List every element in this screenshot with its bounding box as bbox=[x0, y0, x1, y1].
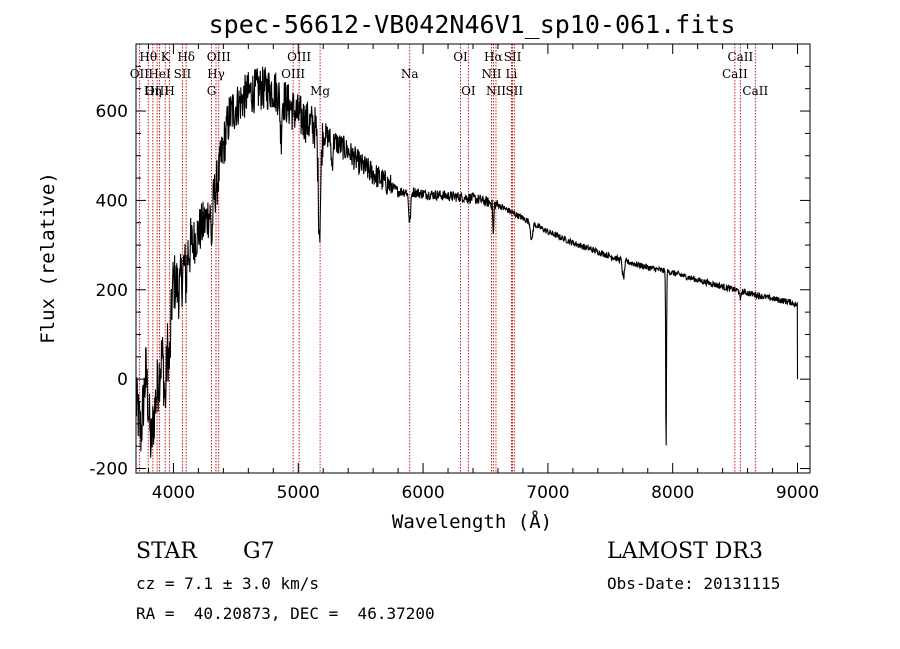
y-tick-label: 0 bbox=[117, 370, 128, 390]
x-tick-label: 6000 bbox=[401, 483, 444, 503]
x-axis-ticks: 4000 5000 6000 7000 8000 9000 bbox=[147, 44, 819, 503]
spectral-line-label: Hγ bbox=[207, 67, 225, 81]
spectral-line-label: NII bbox=[486, 84, 506, 98]
spectral-line-label: CaII bbox=[722, 67, 748, 81]
spectral-line-label: OIII bbox=[145, 84, 169, 98]
spectral-line-label: OIII bbox=[287, 50, 311, 64]
y-axis-label: Flux (relative) bbox=[37, 172, 59, 344]
spectrum-line bbox=[135, 66, 799, 458]
spectral-line-label: Hδ bbox=[177, 50, 195, 64]
x-tick-label: 4000 bbox=[152, 483, 195, 503]
spectral-line-label: OIII bbox=[281, 67, 305, 81]
spectral-line-label: HeI bbox=[148, 67, 171, 81]
chart-title: spec-56612-VB042N46V1_sp10-061.fits bbox=[209, 10, 736, 39]
spectral-line-label: K bbox=[161, 50, 171, 64]
x-axis-label: Wavelength (Å) bbox=[392, 510, 552, 533]
y-axis-ticks: -200 0 200 400 600 bbox=[89, 43, 810, 480]
spectral-line-label: Hθ bbox=[139, 50, 157, 64]
redshift-cz: cz = 7.1 ± 3.0 km/s bbox=[136, 574, 320, 593]
spectral-line-label: Na bbox=[401, 67, 419, 81]
x-tick-label: 7000 bbox=[526, 483, 569, 503]
spectral-line-label: CaII bbox=[727, 50, 753, 64]
spectral-line-label: OI bbox=[453, 50, 468, 64]
spectral-line-label: SII bbox=[174, 67, 192, 81]
spectral-line-label: Hη bbox=[144, 84, 162, 98]
spectral-line-label: CaII bbox=[742, 84, 768, 98]
spectral-line-label: OII bbox=[130, 67, 150, 81]
x-tick-label: 5000 bbox=[277, 483, 320, 503]
spectral-line-label: Li bbox=[506, 67, 518, 81]
spectral-line-label: OIII bbox=[207, 50, 231, 64]
object-class: STAR bbox=[136, 539, 197, 564]
spectral-line-label: Hα bbox=[484, 50, 503, 64]
x-tick-label: 8000 bbox=[651, 483, 694, 503]
object-subclass: G7 bbox=[243, 539, 275, 564]
x-tick-label: 9000 bbox=[776, 483, 819, 503]
y-tick-label: -200 bbox=[89, 460, 128, 480]
spectral-line-label: G bbox=[207, 84, 217, 98]
spectral-line-label: Mg bbox=[310, 84, 330, 98]
spectral-line-label: SII bbox=[504, 50, 522, 64]
spectral-line-label: SII bbox=[505, 84, 523, 98]
spectral-line-label: OI bbox=[461, 84, 476, 98]
y-tick-label: 400 bbox=[96, 191, 128, 211]
sky-coordinates: RA = 40.20873, DEC = 46.37200 bbox=[136, 604, 435, 623]
survey-name: LAMOST DR3 bbox=[607, 539, 763, 564]
spectral-line-labels: Hθ OII OIII K HeI Hη H Hδ SII OIII Hγ G OIII OIII Mg Na… bbox=[130, 50, 769, 98]
observation-date: Obs-Date: 20131115 bbox=[607, 574, 781, 593]
spectral-line-markers bbox=[138, 44, 756, 473]
y-tick-label: 200 bbox=[96, 281, 128, 301]
spectral-line-label: NII bbox=[481, 67, 501, 81]
spectral-line-label: H bbox=[164, 84, 174, 98]
y-tick-label: 600 bbox=[96, 102, 128, 122]
